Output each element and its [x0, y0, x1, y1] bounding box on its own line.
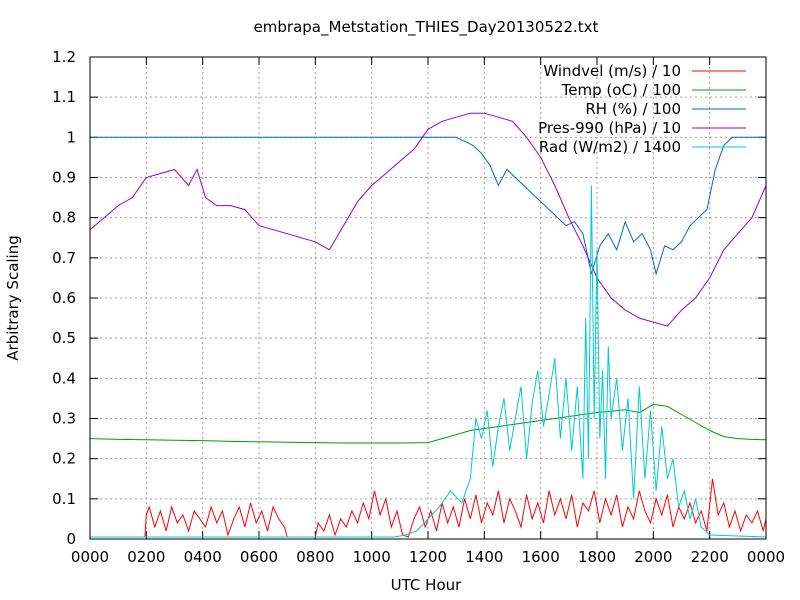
x-tick-label: 1600 [522, 548, 560, 566]
x-tick-label: 2200 [691, 548, 729, 566]
x-axis-label: UTC Hour [391, 576, 462, 594]
x-tick-label: 0400 [184, 548, 222, 566]
y-axis-label: Arbitrary Scaling [4, 235, 22, 361]
plot-border [89, 56, 767, 540]
legend-label: Rad (W/m2) / 1400 [539, 138, 681, 156]
y-tick-label: 0.4 [52, 369, 76, 387]
y-tick-label: 0.9 [52, 169, 76, 187]
series-lines [89, 112, 767, 538]
y-tick-label: 0.1 [52, 490, 76, 508]
x-tick-label: 0800 [296, 548, 334, 566]
series-line-5 [90, 185, 767, 538]
series-line-4 [89, 112, 767, 327]
y-tick-label: 0.6 [52, 289, 76, 307]
y-tick-label: 0.5 [52, 329, 76, 347]
y-tick-label: 0.7 [52, 249, 76, 267]
chart-title: embrapa_Metstation_THIES_Day20130522.txt [254, 18, 599, 37]
x-tick-label: 0200 [127, 548, 165, 566]
legend-label: Temp (oC) / 100 [561, 81, 681, 99]
y-tick-label: 0.8 [52, 209, 76, 227]
x-tick-label: 2000 [634, 548, 672, 566]
x-tick-label: 0000 [71, 548, 109, 566]
x-tick-label: 1800 [578, 548, 616, 566]
x-tick-label: 1000 [353, 548, 391, 566]
x-tick-label: 0600 [240, 548, 278, 566]
axis-ticks: 0 0.1 0.2 0.3 0.4 0.5 0.6 0.7 0.8 0.9 1 1.1 1.2 0000 0… [52, 48, 785, 566]
series-line-1 [90, 478, 767, 538]
series-line-3 [90, 136, 766, 276]
y-tick-label: 1 [66, 128, 76, 146]
x-tick-label: 0000 [747, 548, 785, 566]
x-tick-label: 1400 [465, 548, 503, 566]
legend-label: Pres-990 (hPa) / 10 [538, 119, 681, 137]
y-tick-label: 1.1 [52, 88, 76, 106]
y-tick-label: 0.2 [52, 450, 76, 468]
y-tick-label: 0 [66, 530, 76, 548]
series-line-2 [89, 403, 767, 444]
y-tick-label: 0.3 [52, 410, 76, 428]
x-tick-label: 1200 [409, 548, 447, 566]
legend-label: RH (%) / 100 [585, 100, 681, 118]
legend-label: Windvel (m/s) / 10 [543, 62, 681, 80]
y-tick-label: 1.2 [52, 48, 76, 66]
